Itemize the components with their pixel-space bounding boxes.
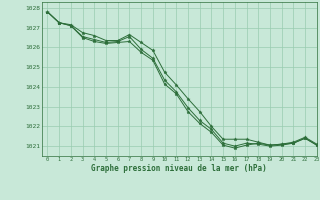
X-axis label: Graphe pression niveau de la mer (hPa): Graphe pression niveau de la mer (hPa) <box>91 164 267 173</box>
